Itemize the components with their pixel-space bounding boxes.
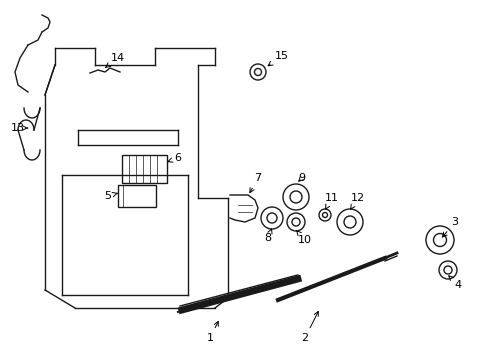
Bar: [118, 185, 156, 207]
Text: 7: 7: [249, 173, 261, 193]
Text: 2: 2: [301, 311, 318, 343]
Text: 4: 4: [448, 276, 461, 290]
Bar: [122, 155, 167, 183]
Text: 5: 5: [104, 191, 117, 201]
Text: 8: 8: [264, 229, 271, 243]
Text: 13: 13: [11, 123, 28, 133]
Text: 3: 3: [442, 217, 458, 237]
Text: 14: 14: [105, 53, 125, 67]
Text: 15: 15: [267, 51, 288, 66]
Text: 10: 10: [296, 230, 311, 245]
Text: 6: 6: [168, 153, 181, 163]
Text: 1: 1: [206, 321, 218, 343]
Text: 9: 9: [298, 173, 305, 183]
Text: 11: 11: [325, 193, 338, 209]
Text: 12: 12: [350, 193, 365, 209]
